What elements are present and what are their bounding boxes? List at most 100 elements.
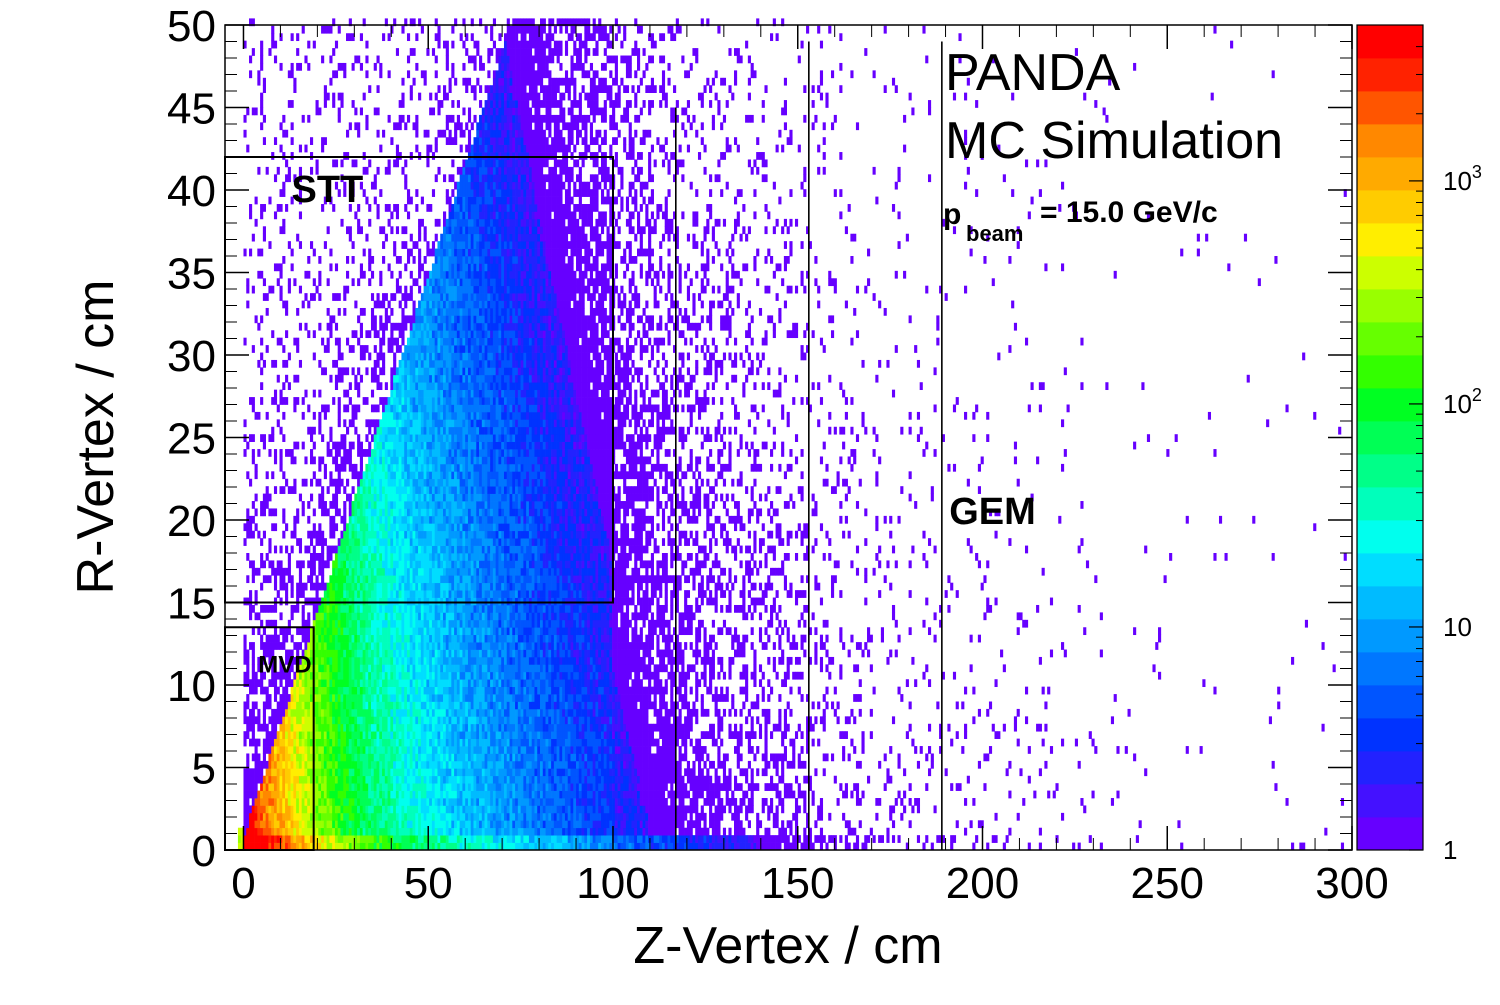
heatmap-cell xyxy=(443,374,447,383)
heatmap-cell xyxy=(401,790,405,799)
heatmap-cell xyxy=(415,493,419,502)
heatmap-cell xyxy=(348,842,352,851)
heatmap-cell xyxy=(420,842,424,851)
heatmap-cell xyxy=(276,708,280,717)
heatmap-cell xyxy=(326,716,330,725)
heatmap-cell xyxy=(343,538,347,546)
heatmap-cell xyxy=(393,18,397,27)
heatmap-cell xyxy=(271,798,275,806)
heatmap-cell xyxy=(368,85,372,93)
heatmap-cell xyxy=(346,671,350,680)
heatmap-cell xyxy=(415,389,419,398)
heatmap-cell xyxy=(395,278,400,287)
heatmap-cell xyxy=(418,263,422,272)
heatmap-cell xyxy=(445,612,449,621)
heatmap-cell xyxy=(454,397,458,405)
heatmap-cell xyxy=(348,545,352,554)
heatmap-cell xyxy=(334,159,339,168)
heatmap-cell xyxy=(401,746,405,754)
heatmap-cell xyxy=(326,627,330,636)
heatmap-cell xyxy=(379,679,383,688)
heatmap-cell xyxy=(395,515,400,524)
heatmap-cell xyxy=(262,501,266,509)
heatmap-cell xyxy=(321,137,325,145)
heatmap-cell xyxy=(293,77,297,86)
heatmap-cell xyxy=(382,664,386,673)
heatmap-cell xyxy=(448,397,452,405)
heatmap-cell xyxy=(301,768,305,777)
heatmap-cell xyxy=(370,805,375,814)
heatmap-cell xyxy=(354,493,358,502)
heatmap-cell xyxy=(323,411,327,420)
heatmap-cell xyxy=(276,671,280,680)
heatmap-cell xyxy=(268,716,272,725)
heatmap-cell xyxy=(354,300,358,309)
heatmap-cell xyxy=(379,560,383,569)
heatmap-cell xyxy=(451,374,455,383)
heatmap-cell xyxy=(271,708,275,717)
heatmap-cell xyxy=(456,649,460,658)
heatmap-cell xyxy=(326,322,330,331)
heatmap-cell xyxy=(273,634,278,643)
heatmap-cell xyxy=(262,85,266,93)
heatmap-cell xyxy=(262,805,266,814)
heatmap-cell xyxy=(395,753,400,762)
heatmap-cell xyxy=(454,204,458,212)
heatmap-cell xyxy=(443,835,447,843)
heatmap-cell xyxy=(451,575,455,584)
heatmap-cell xyxy=(315,530,319,539)
heatmap-cell xyxy=(393,694,397,702)
heatmap-cell xyxy=(334,359,339,368)
heatmap-cell xyxy=(362,449,366,457)
heatmap-cell xyxy=(357,486,361,494)
heatmap-cell xyxy=(340,790,344,799)
heatmap-cell xyxy=(426,731,430,739)
heatmap-cell xyxy=(365,746,369,754)
heatmap-cell xyxy=(237,827,242,836)
heatmap-cell xyxy=(437,820,441,829)
heatmap-cell xyxy=(307,330,311,339)
heatmap-cell xyxy=(393,553,397,561)
heatmap-cell xyxy=(351,508,355,517)
heatmap-cell xyxy=(309,634,314,643)
heatmap-cell xyxy=(382,256,386,264)
heatmap-cell xyxy=(431,694,436,702)
heatmap-cell xyxy=(321,649,325,658)
heatmap-cell xyxy=(271,812,275,821)
heatmap-cell xyxy=(437,575,441,584)
heatmap-cell xyxy=(357,515,361,524)
heatmap-cell xyxy=(395,285,400,294)
heatmap-cell xyxy=(262,827,266,836)
heatmap-cell xyxy=(390,345,394,353)
heatmap-cell xyxy=(409,18,413,27)
heatmap-cell xyxy=(340,218,344,227)
heatmap-cell xyxy=(251,805,255,814)
heatmap-cell xyxy=(440,233,444,242)
heatmap-cell xyxy=(390,389,394,398)
heatmap-cell xyxy=(304,582,308,591)
heatmap-cell xyxy=(451,189,455,197)
heatmap-cell xyxy=(390,270,394,279)
heatmap-cell xyxy=(368,597,372,606)
heatmap-cell xyxy=(370,746,375,754)
heatmap-cell xyxy=(340,775,344,784)
heatmap-cell xyxy=(282,671,286,680)
heatmap-cell xyxy=(326,560,330,569)
heatmap-cell xyxy=(382,397,386,405)
heatmap-cell xyxy=(354,597,358,606)
heatmap-cell xyxy=(362,248,366,257)
heatmap-cell xyxy=(420,716,424,725)
heatmap-cell xyxy=(390,508,394,517)
heatmap-cell xyxy=(354,634,358,643)
heatmap-cell xyxy=(257,664,261,673)
heatmap-cell xyxy=(315,701,319,710)
heatmap-cell xyxy=(370,798,375,806)
heatmap-cell xyxy=(398,330,402,339)
heatmap-cell xyxy=(418,501,422,509)
heatmap-cell xyxy=(415,382,419,391)
heatmap-cell xyxy=(431,716,436,725)
heatmap-cell xyxy=(395,694,400,702)
heatmap-cell xyxy=(249,523,253,532)
heatmap-cell xyxy=(459,842,463,851)
heatmap-cell xyxy=(426,241,430,249)
